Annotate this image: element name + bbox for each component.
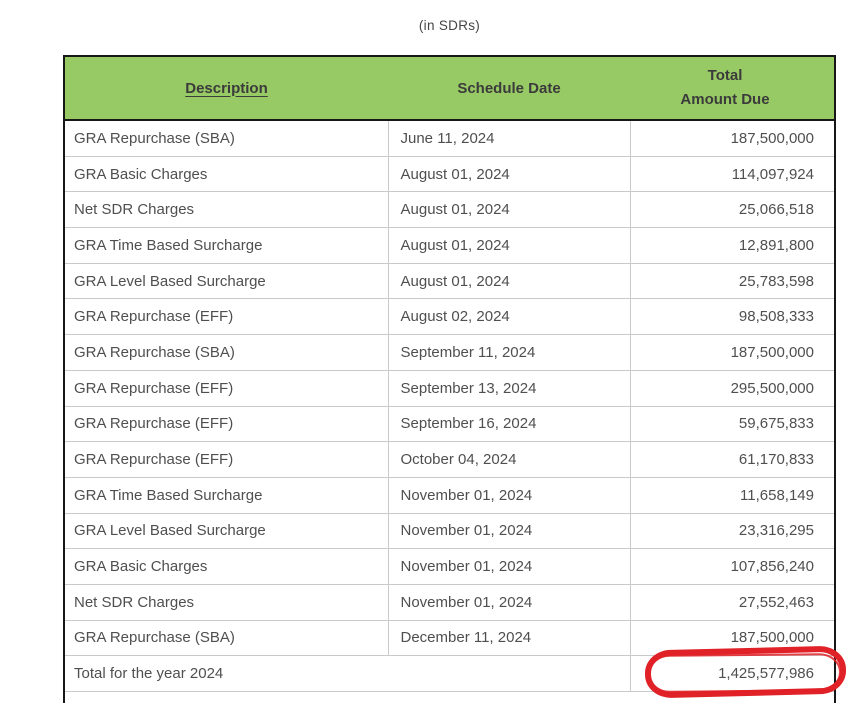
table-row: GRA Level Based Surcharge November 01, 2… — [65, 513, 834, 550]
amount-cell: 114,097,924 — [629, 156, 834, 193]
description-cell: GRA Time Based Surcharge — [65, 227, 388, 264]
description-cell: Net SDR Charges — [65, 584, 388, 621]
amount-cell: 187,500,000 — [629, 120, 834, 157]
column-header-schedule-date: Schedule Date — [388, 57, 630, 121]
table-row: GRA Level Based Surcharge August 01, 202… — [65, 263, 834, 300]
total-row: Total for the year 2024 1,425,577,986 — [65, 655, 834, 693]
description-cell: GRA Repurchase (SBA) — [65, 120, 388, 157]
table-header: Description Schedule Date Total Amount D… — [65, 57, 834, 121]
amount-cell: 187,500,000 — [629, 334, 834, 371]
description-cell: GRA Repurchase (EFF) — [65, 370, 388, 407]
description-cell: GRA Level Based Surcharge — [65, 513, 388, 550]
table-row: GRA Repurchase (EFF) October 04, 2024 61… — [65, 441, 834, 478]
description-cell: GRA Repurchase (SBA) — [65, 620, 388, 657]
total-label: Total for the year 2024 — [65, 655, 630, 693]
schedule-date-cell: November 01, 2024 — [387, 513, 630, 550]
amount-cell: 27,552,463 — [629, 584, 834, 621]
table-row: GRA Repurchase (SBA) December 11, 2024 1… — [65, 620, 834, 657]
table-row: GRA Repurchase (EFF) August 02, 2024 98,… — [65, 298, 834, 336]
schedule-date-cell: August 01, 2024 — [387, 191, 630, 229]
amount-cell: 23,316,295 — [629, 513, 834, 550]
empty-partial-row — [65, 691, 834, 703]
description-cell: GRA Repurchase (EFF) — [65, 441, 388, 478]
total-amount: 1,425,577,986 — [629, 655, 834, 693]
description-cell: GRA Level Based Surcharge — [65, 263, 388, 300]
table-row: GRA Time Based Surcharge August 01, 2024… — [65, 227, 834, 264]
table-row: GRA Repurchase (EFF) September 16, 2024 … — [65, 406, 834, 443]
column-header-total-line1: Total — [707, 67, 743, 84]
header-row: Description Schedule Date Total Amount D… — [65, 57, 834, 121]
column-header-total-line2: Amount Due — [680, 91, 770, 108]
description-cell: GRA Basic Charges — [65, 548, 388, 585]
amount-cell: 61,170,833 — [629, 441, 834, 478]
description-cell: Net SDR Charges — [65, 191, 388, 229]
amount-cell: 25,783,598 — [629, 263, 834, 300]
schedule-date-cell: November 01, 2024 — [387, 584, 630, 621]
schedule-date-cell: August 01, 2024 — [387, 227, 630, 264]
table-row: GRA Repurchase (SBA) June 11, 2024 187,5… — [65, 120, 834, 157]
payment-schedule-table: Description Schedule Date Total Amount D… — [63, 55, 836, 703]
table-body: GRA Repurchase (SBA) June 11, 2024 187,5… — [65, 120, 834, 703]
schedule-date-cell: August 01, 2024 — [387, 263, 630, 300]
schedule-date-cell: September 11, 2024 — [387, 334, 630, 371]
amount-cell: 12,891,800 — [629, 227, 834, 264]
description-cell: GRA Repurchase (SBA) — [65, 334, 388, 371]
schedule-date-cell: September 13, 2024 — [387, 370, 630, 407]
column-header-total-amount-due: Total Amount Due — [630, 57, 834, 121]
table-row: GRA Time Based Surcharge November 01, 20… — [65, 477, 834, 514]
schedule-date-cell: November 01, 2024 — [387, 548, 630, 585]
amount-cell: 25,066,518 — [629, 191, 834, 229]
description-cell: GRA Basic Charges — [65, 156, 388, 193]
amount-cell: 107,856,240 — [629, 548, 834, 585]
schedule-date-cell: August 01, 2024 — [387, 156, 630, 193]
description-cell: GRA Time Based Surcharge — [65, 477, 388, 514]
amount-cell: 295,500,000 — [629, 370, 834, 407]
column-header-description-label: Description — [185, 79, 268, 97]
schedule-date-cell: August 02, 2024 — [387, 298, 630, 336]
amount-cell: 59,675,833 — [629, 406, 834, 443]
schedule-date-cell: September 16, 2024 — [387, 406, 630, 443]
table-row: GRA Repurchase (SBA) September 11, 2024 … — [65, 334, 834, 371]
description-cell: GRA Repurchase (EFF) — [65, 406, 388, 443]
column-header-description: Description — [65, 57, 388, 121]
table-row: GRA Basic Charges November 01, 2024 107,… — [65, 548, 834, 585]
schedule-date-cell: October 04, 2024 — [387, 441, 630, 478]
amount-cell: 11,658,149 — [629, 477, 834, 514]
schedule-date-cell: December 11, 2024 — [387, 620, 630, 657]
table-caption: (in SDRs) — [418, 18, 481, 33]
schedule-date-cell: June 11, 2024 — [387, 120, 630, 157]
table-row: Net SDR Charges August 01, 2024 25,066,5… — [65, 191, 834, 229]
table-row: GRA Basic Charges August 01, 2024 114,09… — [65, 156, 834, 193]
schedule-date-cell: November 01, 2024 — [387, 477, 630, 514]
table-row: GRA Repurchase (EFF) September 13, 2024 … — [65, 370, 834, 407]
table-row: Net SDR Charges November 01, 2024 27,552… — [65, 584, 834, 621]
amount-cell: 98,508,333 — [629, 298, 834, 336]
description-cell: GRA Repurchase (EFF) — [65, 298, 388, 336]
amount-cell: 187,500,000 — [629, 620, 834, 657]
